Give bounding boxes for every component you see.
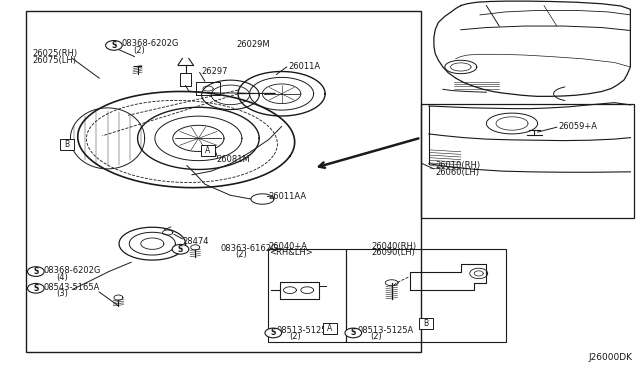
Text: B: B xyxy=(65,140,70,149)
Text: A: A xyxy=(327,324,332,333)
Text: 26040(RH): 26040(RH) xyxy=(371,242,417,251)
Text: 26081M: 26081M xyxy=(216,155,250,164)
Text: 26040+A: 26040+A xyxy=(269,242,308,251)
Text: S: S xyxy=(33,284,38,293)
Circle shape xyxy=(28,267,44,276)
Circle shape xyxy=(345,328,362,338)
Text: (2): (2) xyxy=(289,332,301,341)
Text: S: S xyxy=(111,41,116,50)
Text: 26075(LH): 26075(LH) xyxy=(32,56,76,65)
Circle shape xyxy=(172,244,189,254)
Text: J26000DK: J26000DK xyxy=(588,353,632,362)
Text: 26090(LH): 26090(LH) xyxy=(371,248,415,257)
Text: <RH&LH>: <RH&LH> xyxy=(269,248,312,257)
Bar xyxy=(201,145,215,156)
Text: S: S xyxy=(351,328,356,337)
Text: 28474: 28474 xyxy=(182,237,209,246)
Circle shape xyxy=(265,328,282,338)
Text: S: S xyxy=(33,267,38,276)
Bar xyxy=(323,323,337,334)
Text: (4): (4) xyxy=(56,273,68,282)
Bar xyxy=(26,11,421,352)
Text: 08368-6202G: 08368-6202G xyxy=(122,39,179,48)
Text: 26011AA: 26011AA xyxy=(269,192,307,201)
Bar xyxy=(419,318,433,329)
Text: 08368-6202G: 08368-6202G xyxy=(44,266,101,275)
Text: 26011A: 26011A xyxy=(288,62,320,71)
Bar xyxy=(421,104,634,218)
Text: 08363-6162G: 08363-6162G xyxy=(221,244,278,253)
Text: 26060(LH): 26060(LH) xyxy=(435,168,479,177)
Bar xyxy=(60,139,74,150)
Text: B: B xyxy=(423,319,428,328)
Bar xyxy=(346,249,506,342)
Text: (3): (3) xyxy=(56,289,68,298)
Circle shape xyxy=(106,41,122,50)
Text: (2): (2) xyxy=(236,250,247,259)
Text: 08543-5165A: 08543-5165A xyxy=(44,283,100,292)
Text: S: S xyxy=(271,328,276,337)
Bar xyxy=(268,249,346,342)
Text: 26010(RH): 26010(RH) xyxy=(435,161,481,170)
Text: (2): (2) xyxy=(370,332,381,341)
Text: A: A xyxy=(205,146,211,155)
Circle shape xyxy=(28,283,44,293)
Text: 26025(RH): 26025(RH) xyxy=(32,49,77,58)
Text: 26297: 26297 xyxy=(202,67,228,76)
Text: 08513-5125A: 08513-5125A xyxy=(276,326,333,335)
Text: 26059+A: 26059+A xyxy=(558,122,597,131)
Text: S: S xyxy=(178,245,183,254)
Text: 08513-5125A: 08513-5125A xyxy=(357,326,413,335)
Text: 26029M: 26029M xyxy=(237,40,271,49)
Text: (2): (2) xyxy=(133,46,145,55)
